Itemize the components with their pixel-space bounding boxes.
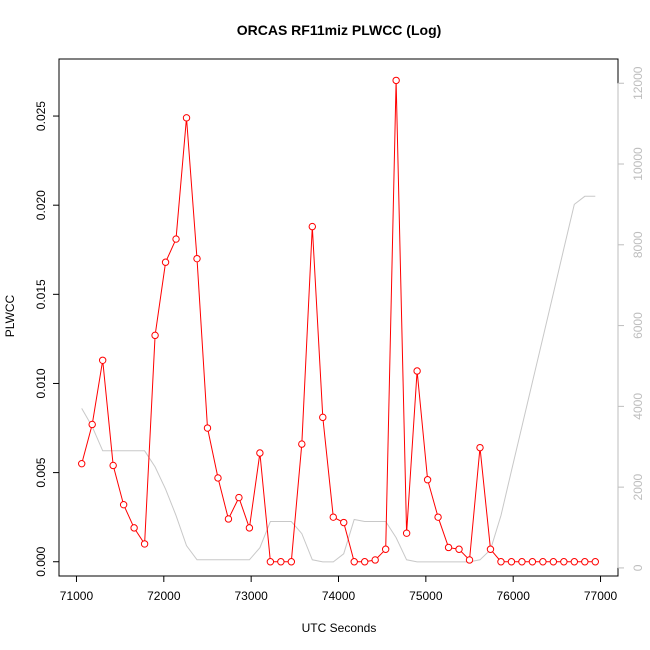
plwcc-data-point	[455, 545, 463, 553]
altitude-series-line	[81, 195, 596, 563]
y-tick-label-right: 10000	[631, 147, 645, 181]
plwcc-data-point	[256, 449, 264, 457]
x-tick-label: 73000	[234, 589, 268, 603]
plwcc-data-point	[214, 474, 222, 482]
plwcc-data-point	[235, 493, 243, 502]
plwcc-data-point	[413, 367, 421, 375]
plwcc-data-point	[78, 459, 86, 468]
plwcc-data-point	[528, 558, 537, 566]
chart-title: ORCAS RF11miz PLWCC (Log)	[237, 22, 442, 38]
plwcc-data-point	[392, 76, 400, 85]
plwcc-data-point	[161, 258, 170, 266]
x-tick-label: 77000	[584, 589, 618, 603]
plwcc-data-point	[266, 558, 275, 566]
plot-frame	[58, 58, 619, 577]
plwcc-data-point	[298, 440, 306, 448]
plwcc-data-point	[329, 513, 337, 521]
series-layer	[78, 76, 599, 566]
plwcc-data-point	[130, 524, 138, 532]
plwcc-data-point	[444, 543, 453, 552]
x-tick-label: 74000	[322, 589, 356, 603]
y-tick-label-left: 0.015	[34, 279, 48, 309]
plwcc-data-point	[591, 558, 599, 566]
y-axis-left: 0.000 0.005 0.010 0.015 0.020 0.025	[34, 101, 60, 577]
plwcc-series-line	[81, 80, 596, 563]
y-tick-label-right: 4000	[631, 393, 645, 420]
plwcc-data-point	[88, 420, 96, 429]
x-axis: 71000 72000 73000 74000 75000 76000 77000	[60, 575, 618, 603]
x-axis-label: UTC Seconds	[302, 621, 377, 635]
y-axis-label: PLWCC	[3, 294, 17, 337]
plwcc-data-point	[119, 500, 128, 509]
plwcc-data-point	[361, 558, 369, 566]
plwcc-data-point	[560, 558, 568, 566]
y-tick-label-right: 12000	[631, 66, 645, 100]
plwcc-data-point	[151, 331, 159, 340]
plwcc-data-point	[507, 558, 516, 566]
plwcc-data-point	[549, 558, 558, 566]
y-axis-right: 0 2000 4000 6000 8000 10000 12000	[617, 66, 645, 571]
plwcc-data-point	[182, 114, 191, 122]
y-tick-label-right: 2000	[631, 473, 645, 500]
y-tick-label-right: 6000	[631, 312, 645, 339]
plwcc-data-point	[140, 540, 149, 548]
plwcc-data-point	[319, 413, 327, 422]
plwcc-data-point	[581, 558, 589, 566]
x-tick-label: 75000	[409, 589, 443, 603]
plwcc-data-point	[539, 558, 547, 566]
y-tick-label-left: 0.020	[34, 190, 48, 220]
plwcc-data-point	[245, 524, 254, 532]
plwcc-data-point	[402, 529, 411, 537]
plwcc-data-point	[476, 443, 484, 452]
x-tick-label: 76000	[497, 589, 531, 603]
y-tick-label-left: 0.000	[34, 546, 48, 576]
plwcc-data-point	[203, 424, 212, 432]
plwcc-data-point	[224, 515, 233, 523]
plwcc-data-point	[570, 558, 579, 566]
plwcc-data-point	[287, 558, 296, 566]
plwcc-data-point	[172, 235, 180, 243]
x-tick-label: 71000	[60, 589, 94, 603]
y-tick-label-left: 0.025	[34, 101, 48, 131]
x-tick-label: 72000	[147, 589, 181, 603]
y-tick-label-left: 0.005	[34, 457, 48, 487]
plwcc-data-point	[371, 556, 379, 564]
plwcc-data-point	[434, 513, 442, 521]
plwcc-data-point	[98, 356, 107, 364]
plwcc-data-point	[308, 222, 316, 231]
y-tick-label-right: 8000	[631, 231, 645, 258]
plwcc-data-point	[518, 558, 526, 566]
plwcc-data-point	[381, 545, 390, 553]
y-tick-label-right: 0	[631, 564, 645, 571]
plwcc-data-point	[486, 545, 495, 553]
plwcc-data-point	[277, 558, 285, 566]
y-tick-label-left: 0.010	[34, 368, 48, 398]
plwcc-data-point	[109, 461, 117, 470]
plwcc-data-point	[423, 476, 432, 484]
plwcc-data-point	[193, 254, 201, 263]
plwcc-data-point	[465, 556, 474, 564]
plwcc-data-point	[350, 558, 358, 566]
plwcc-data-point	[340, 518, 348, 527]
plwcc-data-point	[497, 558, 505, 566]
